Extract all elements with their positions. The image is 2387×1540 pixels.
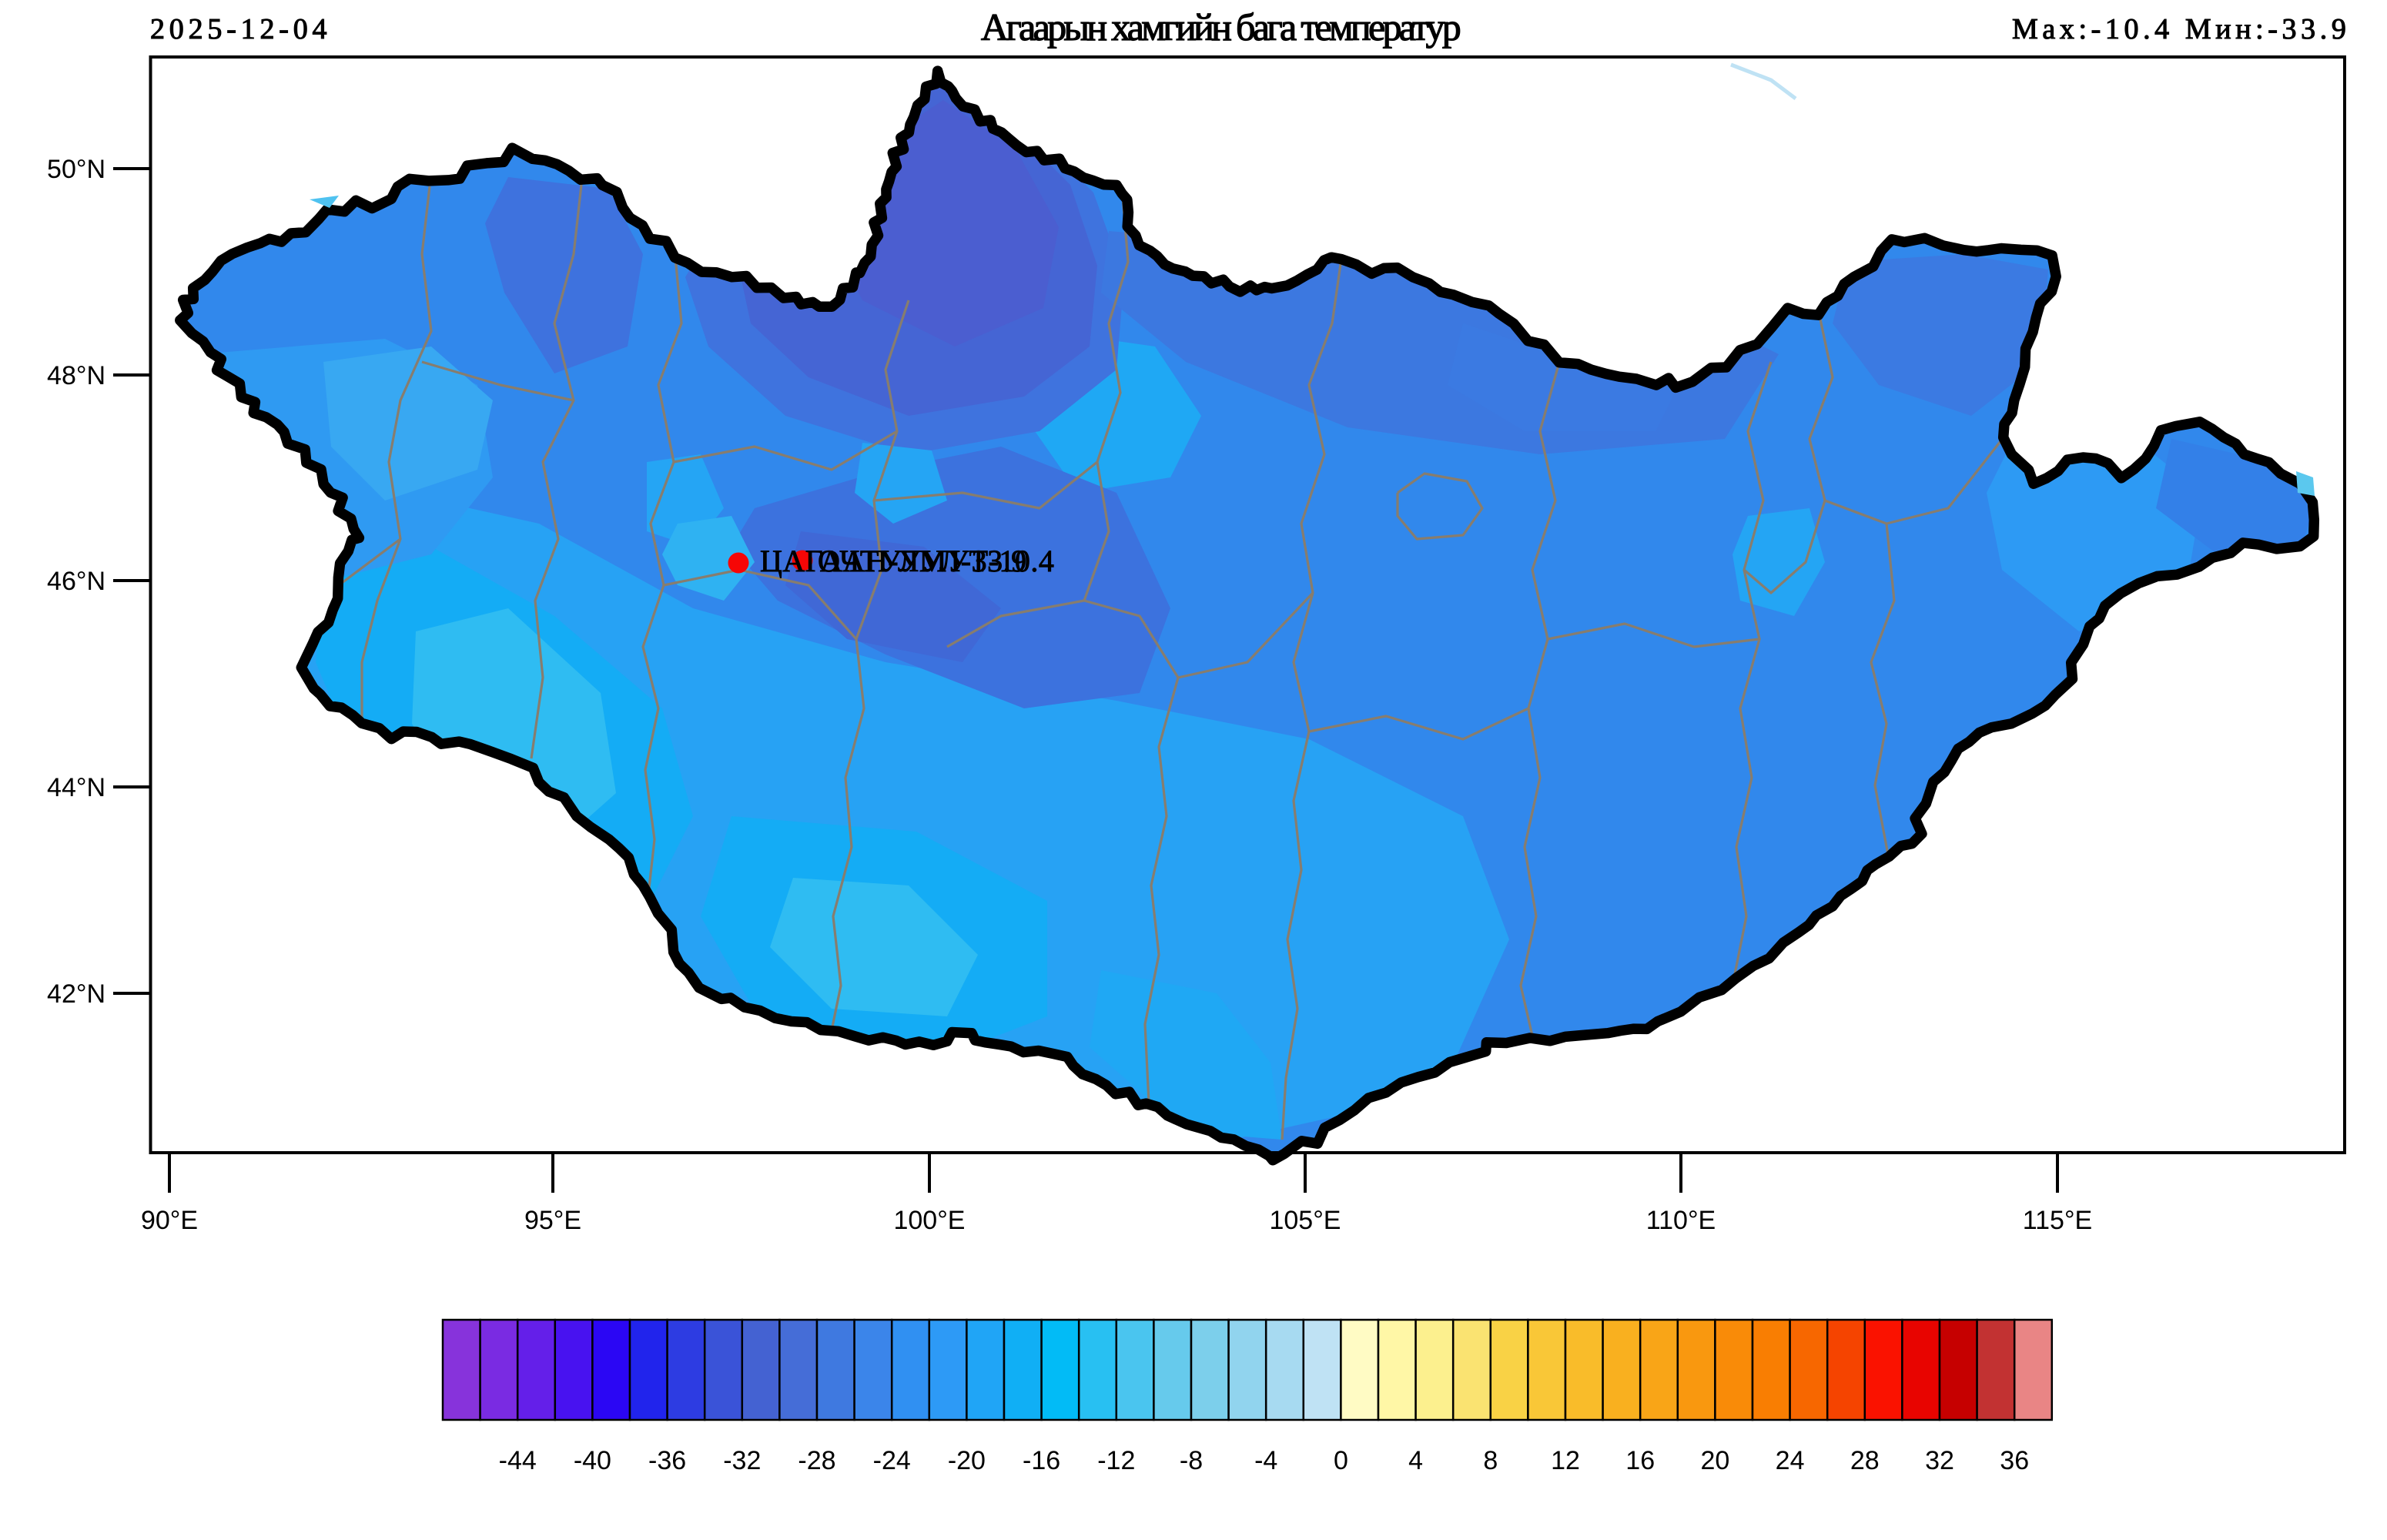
svg-text:90°E: 90°E: [141, 1206, 198, 1235]
svg-text:-32: -32: [723, 1446, 761, 1475]
svg-text:48°N: 48°N: [47, 361, 105, 390]
svg-text:20: 20: [1700, 1446, 1729, 1475]
svg-text:ЦАГААН-УУЛ-33.9: ЦАГААН-УУЛ-33.9: [760, 544, 1027, 578]
svg-text:-24: -24: [873, 1446, 911, 1475]
svg-text:32: 32: [1925, 1446, 1954, 1475]
svg-text:2025-12-04: 2025-12-04: [150, 13, 331, 45]
svg-text:24: 24: [1776, 1446, 1805, 1475]
svg-text:50°N: 50°N: [47, 155, 105, 184]
svg-text:-4: -4: [1254, 1446, 1277, 1475]
svg-text:16: 16: [1625, 1446, 1655, 1475]
svg-text:-20: -20: [948, 1446, 986, 1475]
svg-text:8: 8: [1483, 1446, 1498, 1475]
svg-text:36: 36: [2000, 1446, 2029, 1475]
svg-text:42°N: 42°N: [47, 979, 105, 1009]
svg-text:100°E: 100°E: [893, 1206, 965, 1235]
svg-text:44°N: 44°N: [47, 773, 105, 802]
svg-text:-12: -12: [1097, 1446, 1135, 1475]
svg-text:-40: -40: [574, 1446, 611, 1475]
svg-text:-8: -8: [1180, 1446, 1203, 1475]
svg-text:-44: -44: [499, 1446, 537, 1475]
svg-text:115°E: 115°E: [2023, 1206, 2092, 1235]
svg-text:4: 4: [1408, 1446, 1423, 1475]
svg-text:Max:-10.4 Мин:-33.9: Max:-10.4 Мин:-33.9: [2012, 13, 2350, 45]
svg-text:95°E: 95°E: [524, 1206, 581, 1235]
svg-text:28: 28: [1850, 1446, 1880, 1475]
svg-text:0: 0: [1334, 1446, 1348, 1475]
svg-text:110°E: 110°E: [1646, 1206, 1716, 1235]
svg-text:12: 12: [1551, 1446, 1580, 1475]
svg-text:46°N: 46°N: [47, 567, 105, 596]
svg-text:105°E: 105°E: [1269, 1206, 1341, 1235]
svg-text:-16: -16: [1023, 1446, 1060, 1475]
svg-text:-36: -36: [648, 1446, 686, 1475]
svg-text:ОЧТУЛМУТ-10.4: ОЧТУЛМУТ-10.4: [818, 544, 1054, 578]
svg-text:-28: -28: [798, 1446, 835, 1475]
svg-text:Агаарын хамгийн бага температу: Агаарын хамгийн бага температур: [981, 5, 1461, 49]
